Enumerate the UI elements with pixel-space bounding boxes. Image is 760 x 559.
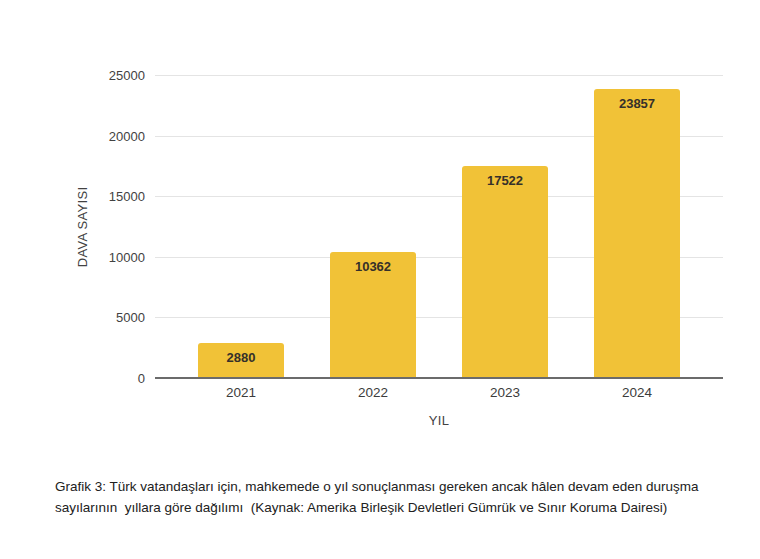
figure-caption-line-2: sayılarının yıllara göre dağılımı (Kayna… (55, 498, 745, 519)
chart-figure: DAVA SAYISI 0500010000150002000025000 28… (0, 0, 760, 559)
y-tick-label-15000: 15000 (109, 189, 145, 204)
bar-value-label-2023: 17522 (462, 173, 548, 188)
x-axis-title: YIL (429, 413, 449, 428)
figure-caption: Grafik 3: Türk vatandaşları için, mahkem… (55, 477, 745, 518)
y-tick-label-10000: 10000 (109, 249, 145, 264)
bar-value-label-2022: 10362 (330, 259, 416, 274)
x-tick-label-2024: 2024 (622, 385, 652, 400)
y-tick-label-0: 0 (138, 371, 145, 386)
bar-value-label-2024: 23857 (594, 96, 680, 111)
bar-2022: 10362 (330, 252, 416, 378)
bar-2024: 23857 (594, 89, 680, 378)
x-tick-label-2023: 2023 (490, 385, 520, 400)
y-tick-label-20000: 20000 (109, 128, 145, 143)
y-tick-label-5000: 5000 (116, 310, 145, 325)
x-tick-label-2021: 2021 (226, 385, 256, 400)
plot-area: 28802021103622022175222023238572024 (155, 75, 723, 378)
bar-value-label-2021: 2880 (198, 350, 284, 365)
bar-2021: 2880 (198, 343, 284, 378)
y-axis-ticks: 0500010000150002000025000 (0, 75, 145, 378)
x-tick-label-2022: 2022 (358, 385, 388, 400)
y-tick-label-25000: 25000 (109, 68, 145, 83)
x-axis-line (155, 377, 723, 379)
gridline-25000 (155, 75, 723, 76)
figure-caption-line-1: Grafik 3: Türk vatandaşları için, mahkem… (55, 477, 745, 498)
bar-2023: 17522 (462, 166, 548, 378)
